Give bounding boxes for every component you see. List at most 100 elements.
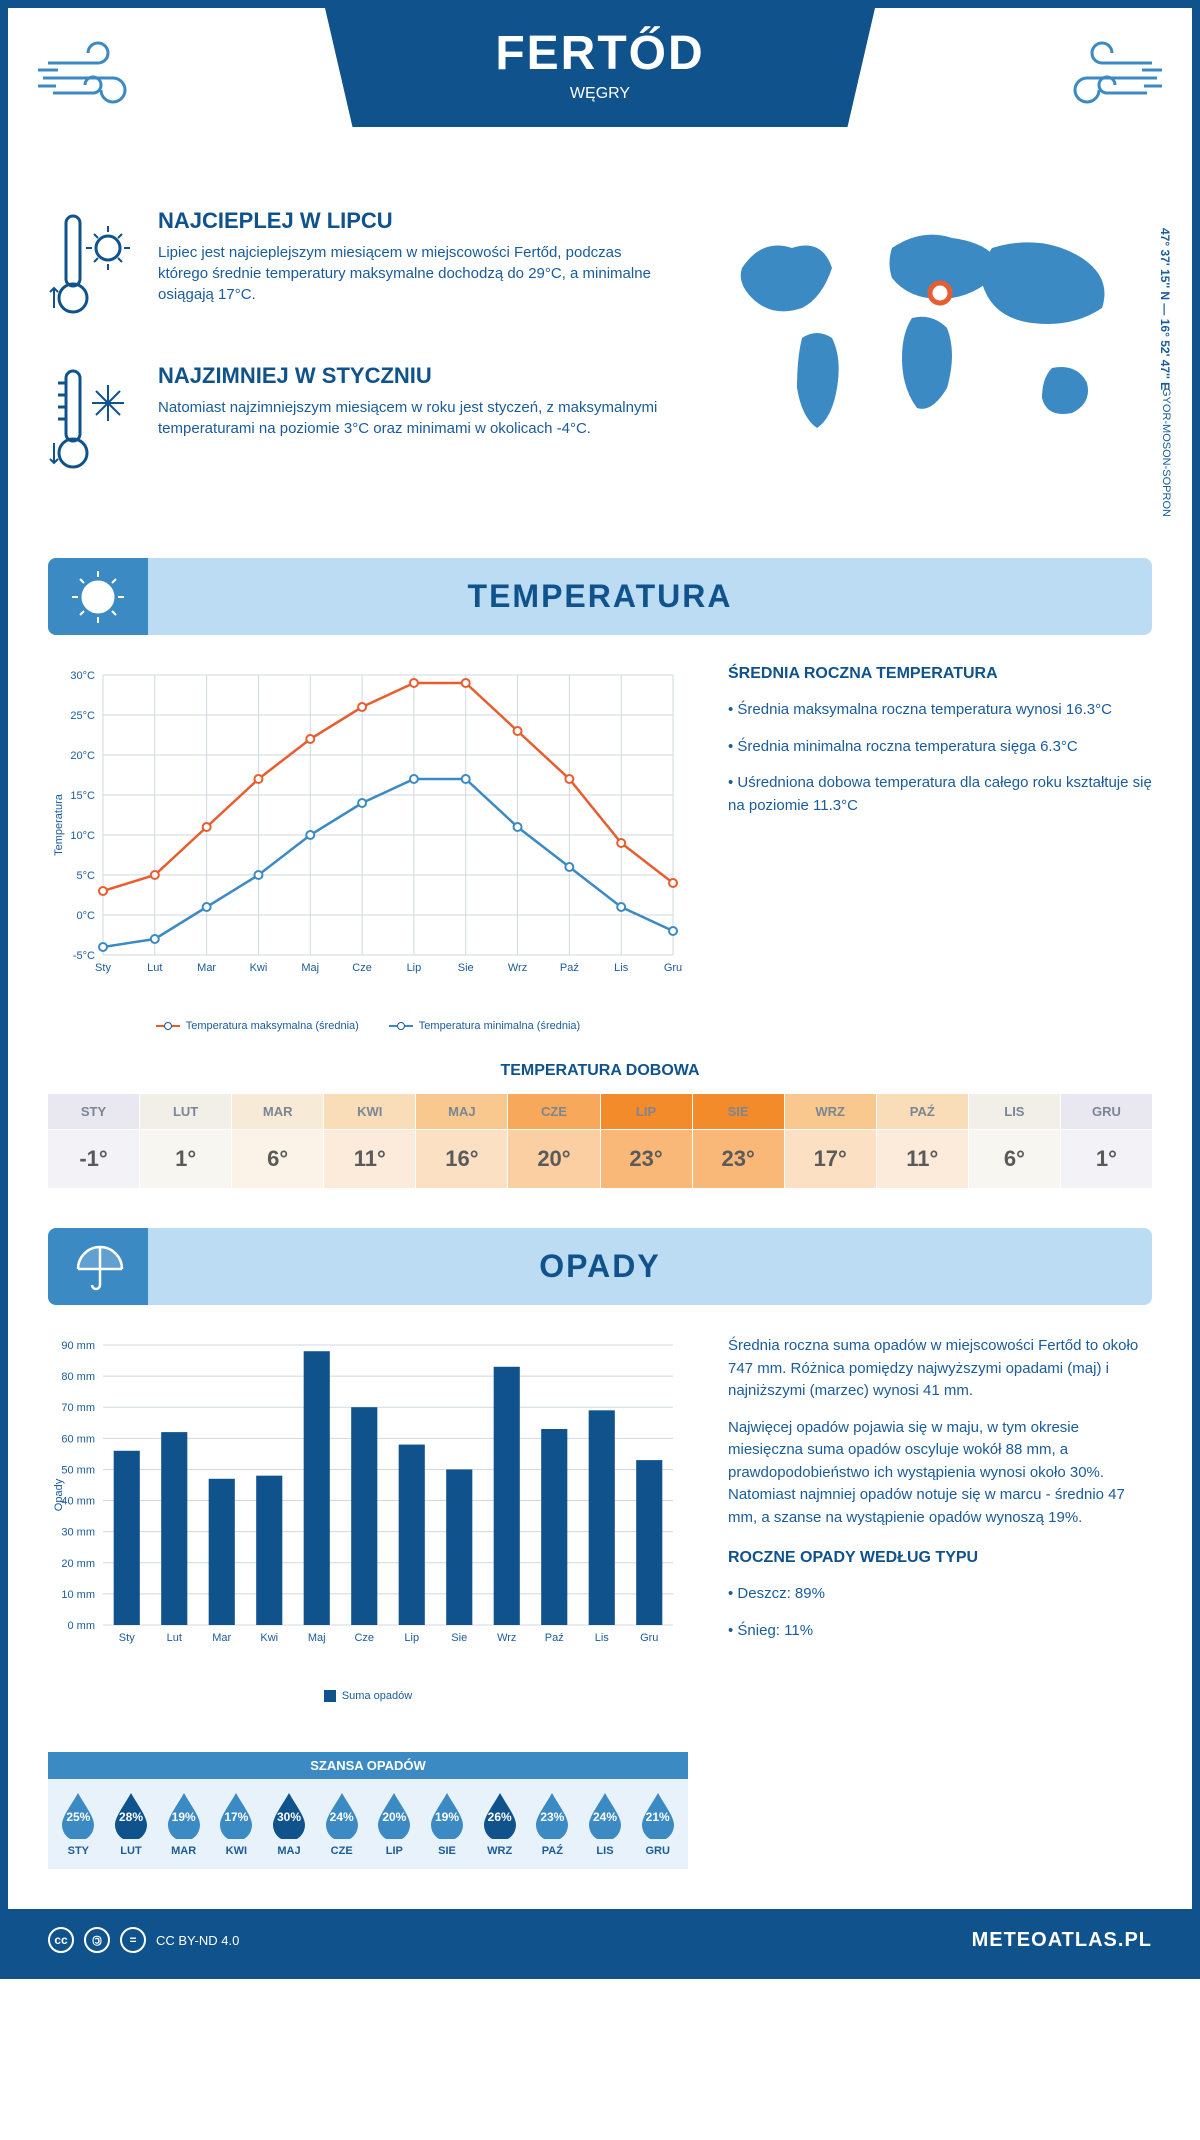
site-name: METEOATLAS.PL	[972, 1929, 1152, 1952]
svg-text:Lis: Lis	[614, 962, 629, 974]
daily-value: 20°	[508, 1130, 599, 1188]
daily-month: MAJ	[416, 1094, 507, 1129]
daily-value: 16°	[416, 1130, 507, 1188]
raindrop-icon: 17%	[216, 1791, 256, 1839]
rain-section-header: OPADY	[48, 1228, 1152, 1305]
daily-value: 11°	[324, 1130, 415, 1188]
svg-text:90 mm: 90 mm	[61, 1340, 95, 1352]
daily-value: 6°	[969, 1130, 1060, 1188]
svg-text:Wrz: Wrz	[497, 1632, 516, 1644]
rain-chart-row: 0 mm10 mm20 mm30 mm40 mm50 mm60 mm70 mm8…	[8, 1335, 1192, 1732]
umbrella-icon	[48, 1228, 148, 1305]
wind-icon	[1022, 38, 1162, 118]
svg-text:10 mm: 10 mm	[61, 1589, 95, 1601]
raindrop-icon: 23%	[532, 1791, 572, 1839]
svg-text:Gru: Gru	[664, 962, 682, 974]
raindrop-icon: 26%	[480, 1791, 520, 1839]
drop-cell: 26% WRZ	[473, 1791, 526, 1857]
wind-icon	[38, 38, 178, 118]
svg-text:Maj: Maj	[301, 962, 319, 974]
legend-sum: Suma opadów	[342, 1690, 412, 1702]
svg-text:Mar: Mar	[212, 1632, 231, 1644]
rain-type1: • Deszcz: 89%	[728, 1583, 1152, 1606]
svg-text:Paź: Paź	[560, 962, 579, 974]
avg-title: ŚREDNIA ROCZNA TEMPERATURA	[728, 665, 1152, 683]
intro-text: NAJCIEPLEJ W LIPCU Lipiec jest najcieple…	[48, 208, 672, 518]
drop-cell: 24% CZE	[315, 1791, 368, 1857]
cold-title: NAJZIMNIEJ W STYCZNIU	[158, 363, 672, 389]
drop-cell: 20% LIP	[368, 1791, 421, 1857]
raindrop-icon: 19%	[427, 1791, 467, 1839]
rain-summary: Średnia roczna suma opadów w miejscowośc…	[728, 1335, 1152, 1702]
svg-text:Sty: Sty	[95, 962, 111, 974]
svg-text:Sie: Sie	[451, 1632, 467, 1644]
daily-value: 1°	[140, 1130, 231, 1188]
hot-block: NAJCIEPLEJ W LIPCU Lipiec jest najcieple…	[48, 208, 672, 333]
legend-min: Temperatura minimalna (średnia)	[419, 1020, 580, 1032]
by-icon: 🄯	[84, 1927, 110, 1953]
svg-text:Lip: Lip	[404, 1632, 419, 1644]
svg-text:Lip: Lip	[407, 962, 422, 974]
svg-text:10°C: 10°C	[70, 830, 95, 842]
daily-month: LIS	[969, 1094, 1060, 1129]
rain-chance-panel: SZANSA OPADÓW 25% STY 28% LUT 19% MAR 17…	[48, 1752, 688, 1869]
svg-text:0°C: 0°C	[77, 910, 96, 922]
daily-month: MAR	[232, 1094, 323, 1129]
rain-p1: Średnia roczna suma opadów w miejscowośc…	[728, 1335, 1152, 1403]
svg-text:25°C: 25°C	[70, 710, 95, 722]
title-band: FERTŐD WĘGRY	[325, 8, 875, 127]
coordinates: 47° 37' 15'' N — 16° 52' 47'' E	[1158, 228, 1172, 390]
city-title: FERTŐD	[325, 26, 875, 81]
daily-value: 6°	[232, 1130, 323, 1188]
rain-p2: Najwięcej opadów pojawia się w maju, w t…	[728, 1417, 1152, 1530]
svg-text:70 mm: 70 mm	[61, 1402, 95, 1414]
svg-text:15°C: 15°C	[70, 790, 95, 802]
svg-text:30°C: 30°C	[70, 670, 95, 682]
cold-block: NAJZIMNIEJ W STYCZNIU Natomiast najzimni…	[48, 363, 672, 488]
daily-month: GRU	[1061, 1094, 1152, 1129]
svg-text:Kwi: Kwi	[260, 1632, 278, 1644]
avg-b1: • Średnia maksymalna roczna temperatura …	[728, 699, 1152, 722]
daily-temp-table: TEMPERATURA DOBOWA STYLUTMARKWIMAJCZELIP…	[8, 1062, 1192, 1228]
svg-text:Cze: Cze	[354, 1632, 374, 1644]
raindrop-icon: 28%	[111, 1791, 151, 1839]
region-label: GYOR-MOSON-SOPRON	[1160, 388, 1172, 517]
raindrop-icon: 19%	[164, 1791, 204, 1839]
hot-text: Lipiec jest najcieplejszym miesiącem w m…	[158, 242, 672, 305]
hot-title: NAJCIEPLEJ W LIPCU	[158, 208, 672, 234]
svg-text:-5°C: -5°C	[73, 950, 95, 962]
license: cc 🄯 = CC BY-ND 4.0	[48, 1927, 239, 1953]
svg-text:40 mm: 40 mm	[61, 1496, 95, 1508]
rain-type-title: ROCZNE OPADY WEDŁUG TYPU	[728, 1549, 1152, 1567]
svg-text:50 mm: 50 mm	[61, 1464, 95, 1476]
daily-value: -1°	[48, 1130, 139, 1188]
drop-cell: 30% MAJ	[263, 1791, 316, 1857]
temp-legend: Temperatura maksymalna (średnia) Tempera…	[48, 1020, 688, 1032]
svg-text:20°C: 20°C	[70, 750, 95, 762]
temp-title: TEMPERATURA	[48, 578, 1152, 615]
daily-month: CZE	[508, 1094, 599, 1129]
drop-cell: 25% STY	[52, 1791, 105, 1857]
rain-legend: Suma opadów	[48, 1690, 688, 1702]
svg-text:Cze: Cze	[352, 962, 372, 974]
avg-b2: • Średnia minimalna roczna temperatura s…	[728, 736, 1152, 759]
country-subtitle: WĘGRY	[325, 85, 875, 103]
chance-title: SZANSA OPADÓW	[48, 1752, 688, 1779]
svg-text:Paź: Paź	[545, 1632, 564, 1644]
raindrop-icon: 20%	[374, 1791, 414, 1839]
daily-month: STY	[48, 1094, 139, 1129]
raindrop-icon: 24%	[322, 1791, 362, 1839]
svg-text:80 mm: 80 mm	[61, 1371, 95, 1383]
drop-cell: 24% LIS	[579, 1791, 632, 1857]
daily-month: LUT	[140, 1094, 231, 1129]
svg-text:Temperatura: Temperatura	[53, 793, 65, 856]
rain-bar-chart: 0 mm10 mm20 mm30 mm40 mm50 mm60 mm70 mm8…	[48, 1335, 688, 1702]
svg-text:Sie: Sie	[458, 962, 474, 974]
daily-value: 1°	[1061, 1130, 1152, 1188]
drop-cell: 19% MAR	[157, 1791, 210, 1857]
svg-text:30 mm: 30 mm	[61, 1527, 95, 1539]
daily-title: TEMPERATURA DOBOWA	[48, 1062, 1152, 1080]
legend-max: Temperatura maksymalna (średnia)	[186, 1020, 359, 1032]
world-map: 47° 37' 15'' N — 16° 52' 47'' E GYOR-MOS…	[712, 208, 1152, 518]
raindrop-icon: 30%	[269, 1791, 309, 1839]
